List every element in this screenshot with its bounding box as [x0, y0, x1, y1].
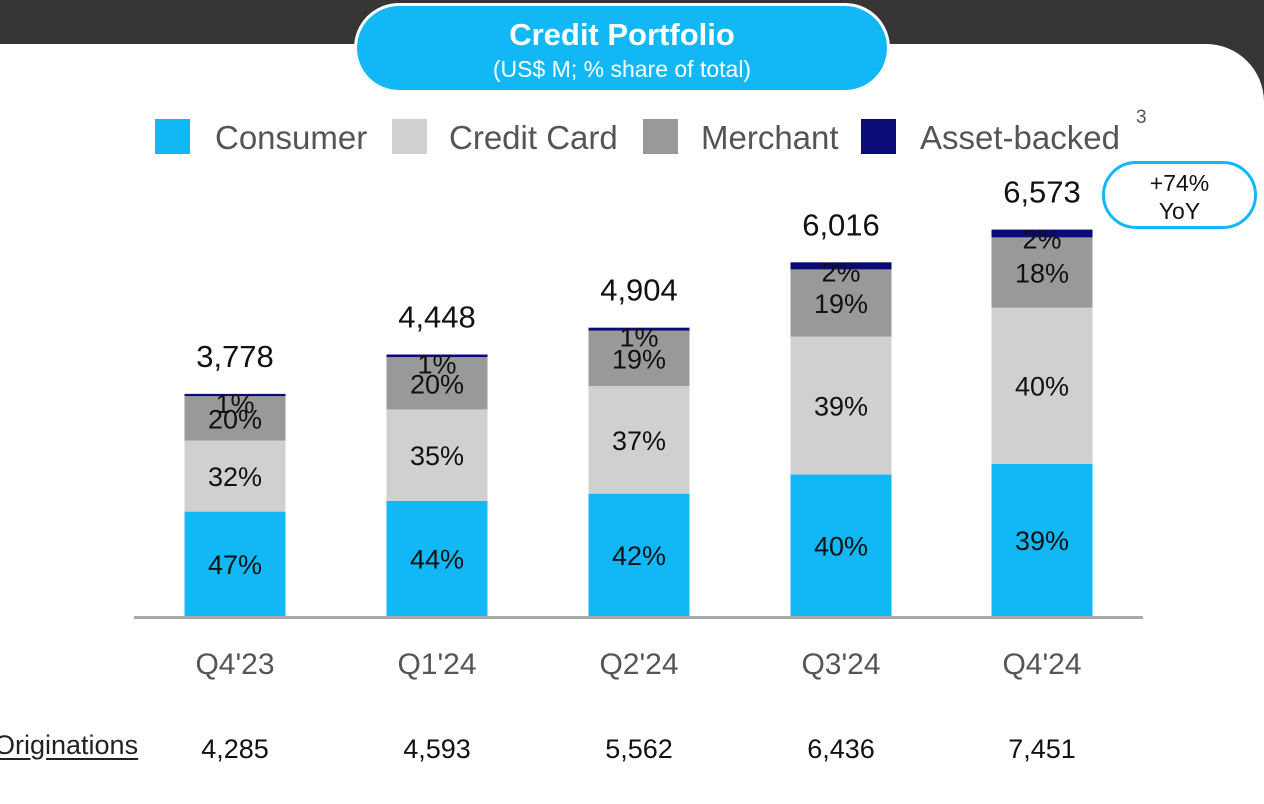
- bar-q2-24-consumer: [588, 493, 690, 616]
- bar-q4-24-asset-backed: [991, 229, 1093, 238]
- legend-swatch-asset-backed: [861, 119, 896, 154]
- yoy-value: +74%: [1149, 170, 1210, 196]
- x-tick-label-q4-23: Q4'23: [195, 648, 274, 681]
- legend-footnote: 3: [1136, 107, 1147, 128]
- bar-q1-24-asset-backed: [386, 354, 488, 358]
- bar-label-q4-24-credit-card: 40%: [1015, 372, 1069, 402]
- bars: 47%32%20%1%3,77844%35%20%1%4,44842%37%19…: [184, 175, 1093, 616]
- bar-q1-24-credit-card: [386, 409, 488, 501]
- originations-value-q1-24: 4,593: [403, 734, 471, 764]
- bar-q1-24-merchant: [386, 357, 488, 410]
- bar-q2-24-credit-card: [588, 385, 690, 494]
- x-axis: Q4'23 Q1'24 Q2'24 Q3'24 Q4'24: [134, 616, 1143, 681]
- legend-label-merchant: Merchant: [701, 119, 839, 156]
- bar-q3-24-asset-backed: [790, 262, 892, 270]
- bar-label-q3-24-asset-backed: 2%: [821, 257, 860, 287]
- total-label-q3-24: 6,016: [802, 207, 880, 242]
- x-tick-label-q2-24: Q2'24: [599, 648, 678, 681]
- bar-label-q4-24-merchant: 18%: [1015, 259, 1069, 289]
- total-label-q1-24: 4,448: [398, 300, 476, 335]
- chart-subtitle: (US$ M; % share of total): [492, 56, 752, 82]
- total-label-q4-23: 3,778: [196, 339, 274, 374]
- originations-label: Originations: [0, 730, 139, 760]
- bar-label-q3-24-merchant: 19%: [814, 289, 868, 319]
- bar-label-q1-24-merchant: 20%: [410, 369, 464, 399]
- originations-row: 4,285 4,593 5,562 6,436 7,451: [201, 734, 1076, 764]
- bar-q3-24-consumer: [790, 474, 892, 616]
- bar-label-q1-24-asset-backed: 1%: [417, 350, 456, 380]
- yoy-annotation: +74% YoY: [1102, 161, 1257, 229]
- bar-label-q3-24-consumer: 40%: [814, 531, 868, 561]
- bar-q2-24-merchant: [588, 330, 690, 386]
- originations-value-q4-23: 4,285: [201, 734, 269, 764]
- bar-q4-24-credit-card: [991, 307, 1093, 464]
- legend-swatch-merchant: [643, 119, 678, 154]
- yoy-label: YoY: [1158, 198, 1201, 224]
- bar-label-q1-24-consumer: 44%: [410, 544, 464, 574]
- bar-label-q2-24-asset-backed: 1%: [619, 323, 658, 353]
- legend-label-consumer: Consumer: [215, 119, 367, 156]
- originations-value-q4-24: 7,451: [1008, 734, 1076, 764]
- legend-label-asset-backed: Asset-backed: [920, 119, 1120, 156]
- legend-swatch-credit-card: [392, 119, 427, 154]
- x-tick-label-q4-24: Q4'24: [1002, 648, 1081, 681]
- bar-label-q4-23-consumer: 47%: [208, 550, 262, 580]
- bar-label-q2-24-merchant: 19%: [612, 344, 666, 374]
- total-label-q2-24: 4,904: [600, 273, 678, 308]
- originations-value-q3-24: 6,436: [807, 734, 875, 764]
- bar-q4-23-merchant: [184, 396, 286, 441]
- title-pill: Credit Portfolio (US$ M; % share of tota…: [354, 3, 890, 93]
- total-label-q4-24: 6,573: [1003, 175, 1081, 210]
- x-tick-label-q1-24: Q1'24: [397, 648, 476, 681]
- bar-q4-24-consumer: [991, 463, 1093, 616]
- bar-q4-24-merchant: [991, 237, 1093, 308]
- bar-label-q4-23-asset-backed: 1%: [215, 389, 254, 419]
- bar-label-q2-24-consumer: 42%: [612, 541, 666, 571]
- originations-value-q2-24: 5,562: [605, 734, 673, 764]
- bar-label-q4-24-consumer: 39%: [1015, 526, 1069, 556]
- bar-label-q4-23-merchant: 20%: [208, 404, 262, 434]
- legend-swatch-consumer: [155, 119, 190, 154]
- bar-q4-23-consumer: [184, 511, 286, 616]
- bar-q3-24-credit-card: [790, 336, 892, 475]
- bar-label-q3-24-credit-card: 39%: [814, 392, 868, 422]
- bar-q4-23-asset-backed: [184, 393, 286, 397]
- bar-label-q4-23-credit-card: 32%: [208, 462, 262, 492]
- bar-label-q4-24-asset-backed: 2%: [1022, 225, 1061, 255]
- legend-label-credit-card: Credit Card: [449, 119, 618, 156]
- bar-q2-24-asset-backed: [588, 327, 690, 331]
- bar-q1-24-consumer: [386, 500, 488, 616]
- x-tick-label-q3-24: Q3'24: [801, 648, 880, 681]
- bar-q3-24-merchant: [790, 269, 892, 337]
- bar-label-q1-24-credit-card: 35%: [410, 441, 464, 471]
- legend: Consumer Credit Card Merchant Asset-backed 3: [155, 107, 1147, 156]
- bar-q4-23-credit-card: [184, 440, 286, 512]
- bar-label-q2-24-credit-card: 37%: [612, 426, 666, 456]
- chart-title: Credit Portfolio: [509, 17, 735, 52]
